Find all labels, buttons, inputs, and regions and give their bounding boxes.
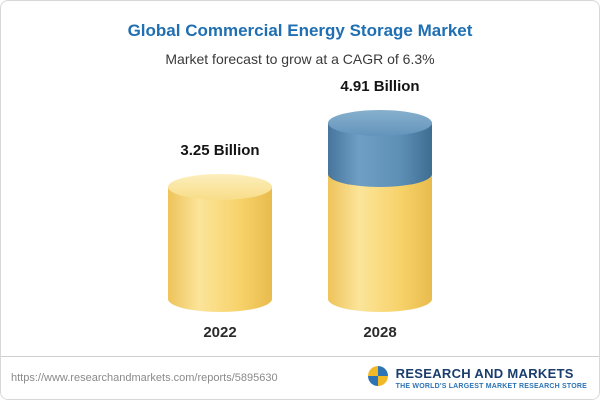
research-and-markets-logo: RESEARCH AND MARKETS THE WORLD'S LARGEST…: [366, 364, 587, 393]
bar-group-2022: 3.25 Billion 2022: [168, 142, 272, 341]
footer: https://www.researchandmarkets.com/repor…: [1, 356, 599, 399]
chart-subtitle: Market forecast to grow at a CAGR of 6.3…: [165, 51, 435, 67]
cylinder-2028: [328, 110, 432, 312]
logo-name: RESEARCH AND MARKETS: [395, 366, 574, 381]
cylinder-2022-body: [168, 187, 272, 312]
cylinder-2022: [168, 174, 272, 312]
pinwheel-logo-icon: [366, 364, 390, 393]
year-label-2022: 2022: [203, 324, 237, 341]
value-label-2022: 3.25 Billion: [180, 142, 260, 159]
chart-title: Global Commercial Energy Storage Market: [127, 21, 473, 40]
value-label-2028: 4.91 Billion: [340, 78, 420, 95]
logo-text-block: RESEARCH AND MARKETS THE WORLD'S LARGEST…: [396, 366, 587, 390]
report-url: https://www.researchandmarkets.com/repor…: [11, 372, 278, 384]
cylinder-2028-base-segment: [328, 174, 432, 312]
bar-group-2028: 4.91 Billion 2028: [328, 78, 432, 341]
logo-tagline: THE WORLD'S LARGEST MARKET RESEARCH STOR…: [395, 383, 587, 390]
cylinder-2022-top-cap: [168, 174, 272, 200]
bar-chart: 3.25 Billion 2022 4.91 Billion 2028: [1, 78, 599, 341]
cylinder-2028-top-cap: [328, 110, 432, 136]
year-label-2028: 2028: [363, 324, 397, 341]
